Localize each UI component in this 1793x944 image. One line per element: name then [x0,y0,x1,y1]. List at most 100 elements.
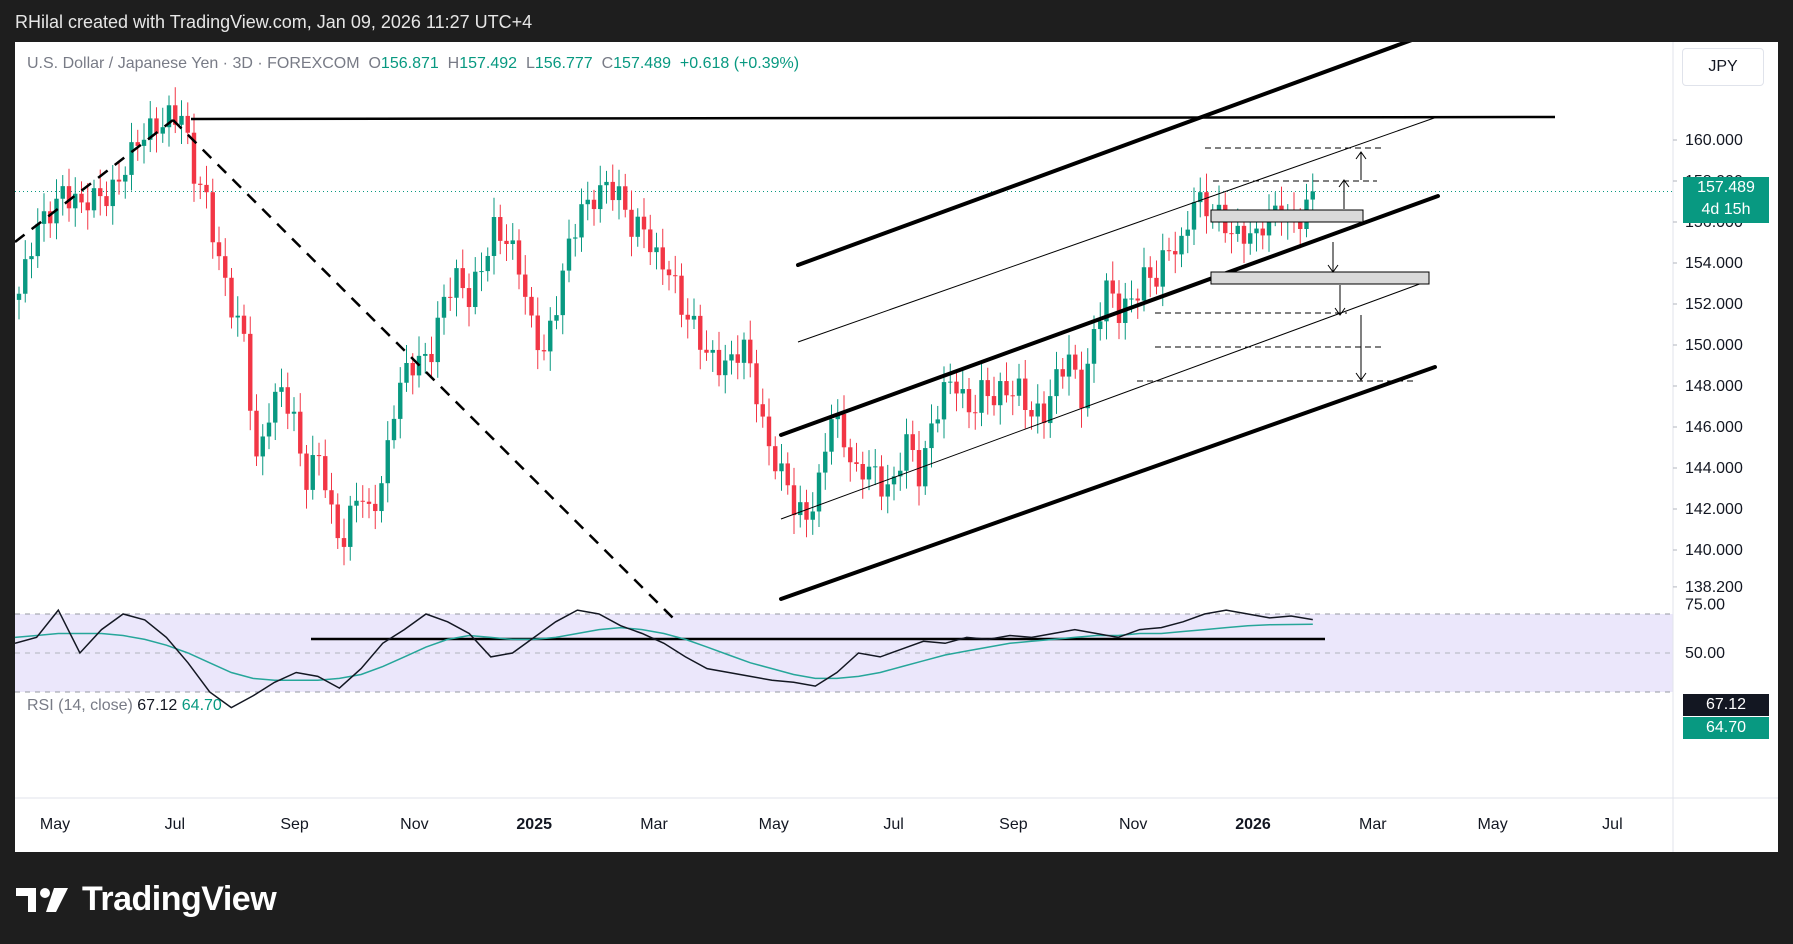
candle-body [835,413,840,420]
candle-body [991,396,997,406]
x-tick-label: Jul [883,816,903,833]
rsi-ma-line [15,623,1313,682]
resistance-line [190,115,1556,121]
candle-body [960,389,965,394]
candle-body [691,315,697,320]
candle-body [460,268,465,289]
rsi-line [15,608,1313,709]
candle-body [73,193,78,209]
candle-body [1310,191,1315,200]
candle-body [816,472,822,512]
tradingview-logo-icon [16,887,68,912]
projection-arrowhead [1327,264,1339,273]
candle-body [1148,267,1153,278]
x-tick-label: Sep [999,816,1028,833]
candle-body [979,380,984,413]
candle-body [623,186,628,210]
candle-body [566,238,572,271]
candle-body [1273,205,1278,210]
candle-body [785,463,790,486]
candle-body [541,350,547,352]
candle-body [748,339,753,364]
candle-body [379,483,384,512]
channel-top [796,42,1413,267]
candle-body [173,105,178,125]
candle-body [1135,298,1140,301]
candle-body [754,363,759,405]
candle-body [304,453,309,490]
candle-body [1110,280,1115,294]
candle-body [1260,228,1265,236]
y-tick-label: 142.000 [1685,501,1743,518]
grid-layer [15,42,1778,852]
candle-body [854,462,859,465]
candle-body [629,209,634,237]
y-tick-label: 138.200 [1685,579,1743,596]
candle-body [1079,369,1084,409]
channel-lower-quarter [780,281,1426,520]
candle-body [954,381,959,394]
y-tick-label: 146.000 [1685,419,1743,436]
symbol-label: U.S. Dollar / Japanese Yen · 3D · FOREXC… [27,55,360,72]
candle-body [123,174,128,182]
candle-body [404,363,409,383]
change-value: +0.618 (+0.39%) [679,55,800,72]
candle-body [610,181,615,201]
candle-body [635,216,640,237]
candle-body [941,382,947,420]
candle-body [716,349,722,376]
candle-body [204,184,209,193]
candle-body [973,412,978,414]
tradingview-logo[interactable]: TradingView [16,880,277,919]
candle-body [1298,221,1303,230]
candle-body [91,188,97,211]
candle-body [373,503,378,512]
candle-body [891,476,897,485]
candle-body [591,199,597,210]
candle-body [216,242,222,257]
candle-body [1241,225,1247,244]
candle-body [1216,204,1222,213]
drawings-layer [15,42,1556,641]
candle-body [673,275,678,277]
candle-body [741,339,747,363]
rsi-ma-value: 64.70 [181,697,222,714]
candle-body [448,296,453,298]
candle-body [710,349,715,353]
candle-body [516,240,522,275]
candle-body [535,315,540,351]
candle-body [898,470,903,477]
candle-body [598,185,603,210]
last-price-tag: 157.489 4d 15h [1683,177,1769,223]
candle-body [391,418,397,441]
candle-body [810,511,815,520]
candle-body [498,217,503,241]
y-tick-label: 150.000 [1685,337,1743,354]
chart-caption: RHilal created with TradingView.com, Jan… [15,12,533,32]
candle-body [879,466,884,497]
candle-body [385,440,390,484]
x-tick-label: Sep [280,816,309,833]
chart-canvas[interactable]: 160.000158.000156.000154.000152.000150.0… [15,42,1778,852]
candle-body [1060,369,1065,377]
candle-body [779,463,784,472]
x-tick-label: May [40,816,70,833]
candle-body [454,268,459,298]
candles-layer [16,87,1315,566]
candle-body [1066,354,1072,377]
chart-panel[interactable]: 160.000158.000156.000154.000152.000150.0… [15,42,1778,852]
candle-body [510,240,515,245]
candle-body [285,387,290,414]
candle-body [660,247,665,270]
rsi-legend: RSI (14, close) 67.12 64.70 [27,697,222,715]
currency-button[interactable]: JPY [1682,48,1764,86]
candle-body [335,504,340,539]
candle-body [1035,403,1040,417]
candle-body [41,211,47,224]
candle-body [423,353,428,356]
candle-body [910,434,915,451]
open-value: 156.871 [380,55,439,72]
axis-layer: 160.000158.000156.000154.000152.000150.0… [40,132,1743,833]
projection-arrowhead [1334,307,1346,316]
candle-body [210,192,215,243]
